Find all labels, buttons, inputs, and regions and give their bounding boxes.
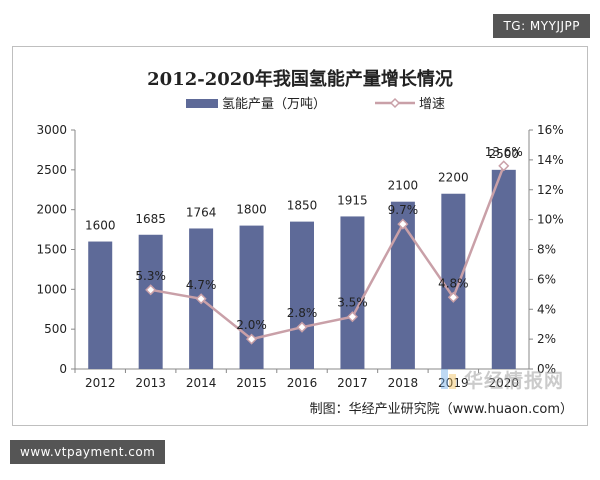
y-right-tick-label: 2% (537, 332, 556, 346)
top-right-badge: TG: MYYJJPP (493, 14, 590, 38)
bar (138, 234, 163, 369)
y-right-tick-label: 10% (537, 213, 564, 227)
x-tick-label: 2013 (135, 376, 166, 390)
x-tick-label: 2012 (85, 376, 116, 390)
line-data-label: 13.6% (485, 145, 523, 159)
bar-data-label: 1764 (186, 205, 217, 219)
bar (239, 225, 264, 369)
y-right-tick-label: 14% (537, 153, 564, 167)
x-tick-label: 2019 (438, 376, 469, 390)
line-point (145, 284, 157, 296)
line-data-label: 2.8% (287, 306, 318, 320)
line-point (397, 218, 409, 230)
bar (88, 241, 113, 369)
y-right-tick-label: 0% (537, 362, 556, 376)
legend-label-bar: 氢能产量（万吨） (222, 97, 326, 112)
y-right-tick-label: 4% (537, 302, 556, 316)
line-point (296, 321, 308, 333)
bar-data-label: 1850 (287, 199, 318, 213)
x-tick-label: 2020 (489, 376, 520, 390)
line-point (245, 333, 258, 345)
watermark-logo-icon (441, 369, 456, 389)
y-left-tick-label: 0 (59, 362, 67, 376)
y-right-tick-label: 6% (537, 272, 556, 286)
line-point (447, 291, 459, 303)
y-right-tick-label: 12% (537, 183, 564, 197)
chart-title: 2012-2020年我国氢能产量增长情况 (147, 68, 453, 90)
y-left-tick-label: 1000 (36, 282, 67, 296)
site-watermark: 华经情报网 (440, 366, 570, 392)
bar-data-label: 1915 (337, 193, 368, 207)
bar-data-label: 1685 (135, 212, 166, 226)
y-left-tick-label: 2000 (36, 203, 67, 217)
bar (441, 193, 466, 369)
line-point (498, 160, 510, 172)
y-right-tick-label: 8% (537, 243, 556, 257)
bar (290, 221, 314, 369)
line-data-label: 4.7% (186, 278, 217, 292)
line-point (346, 311, 359, 323)
x-tick-label: 2017 (337, 376, 368, 390)
line-data-label: 2.0% (236, 318, 267, 332)
legend-swatch-marker (389, 97, 401, 109)
bar (340, 216, 365, 369)
y-left-tick-label: 3000 (36, 123, 67, 137)
line-data-label: 4.8% (438, 276, 469, 290)
bar-data-label: 2100 (388, 179, 419, 193)
chart-frame: 2012-2020年我国氢能产量增长情况氢能产量（万吨） 增速 0 500 1000 15… (12, 46, 588, 426)
legend-swatch-bar (186, 99, 218, 108)
bar (491, 169, 516, 369)
legend-label-line: 增速 (419, 97, 445, 112)
y-left-tick-label: 1500 (36, 243, 67, 257)
chart-source: 制图：华经产业研究院（www.huaon.com） (310, 402, 573, 417)
bar-data-label: 2200 (438, 171, 469, 185)
y-left-tick-label: 500 (44, 322, 67, 336)
x-tick-label: 2014 (186, 376, 217, 390)
line-data-label: 9.7% (388, 203, 419, 217)
watermark-text: 华经情报网 (464, 370, 565, 392)
bar-data-label: 1600 (85, 219, 116, 233)
y-right-tick-label: 16% (537, 123, 564, 137)
line-point (195, 293, 207, 305)
x-tick-label: 2015 (236, 376, 267, 390)
growth-line (150, 165, 505, 341)
bottom-left-badge: www.vtpayment.com (10, 440, 166, 464)
bar-data-label: 1800 (236, 203, 267, 217)
x-tick-label: 2016 (287, 376, 318, 390)
y-left-tick-label: 2500 (36, 163, 67, 177)
x-tick-label: 2018 (388, 376, 419, 390)
bar-data-label: 2500 (489, 147, 520, 161)
line-data-label: 5.3% (135, 269, 166, 283)
line-data-label: 3.5% (337, 296, 368, 310)
